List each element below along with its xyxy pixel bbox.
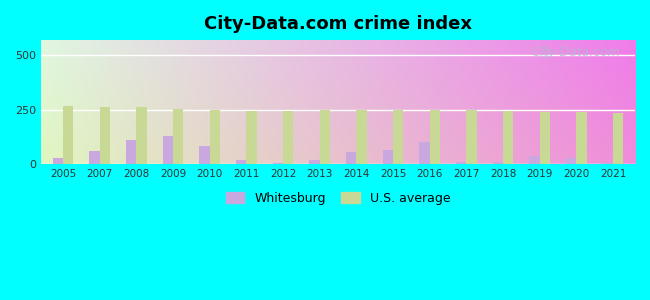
Bar (493, 163, 503, 164)
Bar (309, 160, 320, 164)
Legend: Whitesburg, U.S. average: Whitesburg, U.S. average (221, 187, 455, 210)
Bar (540, 112, 550, 164)
Bar (430, 110, 440, 164)
Bar (173, 109, 183, 164)
Bar (273, 163, 283, 164)
Bar (613, 113, 623, 164)
Bar (419, 142, 430, 164)
Bar (283, 111, 293, 164)
Bar (356, 110, 367, 164)
Bar (456, 163, 466, 164)
Bar (566, 158, 577, 164)
Text: City-Data.com: City-Data.com (531, 46, 620, 59)
Bar (210, 110, 220, 164)
Bar (466, 110, 476, 164)
Bar (126, 140, 136, 164)
Bar (99, 106, 110, 164)
Bar (346, 152, 356, 164)
Bar (53, 158, 63, 164)
Bar (320, 110, 330, 164)
Title: City-Data.com crime index: City-Data.com crime index (204, 15, 472, 33)
Bar (90, 151, 99, 164)
Bar (383, 150, 393, 164)
Bar (603, 163, 613, 164)
Bar (529, 155, 539, 164)
Bar (162, 136, 173, 164)
Bar (393, 110, 403, 164)
Bar (246, 111, 257, 164)
Bar (200, 146, 210, 164)
Bar (136, 106, 147, 164)
Bar (577, 112, 586, 164)
Bar (503, 111, 514, 164)
Bar (63, 106, 73, 164)
Bar (236, 160, 246, 164)
Text: ⦾: ⦾ (541, 46, 549, 59)
